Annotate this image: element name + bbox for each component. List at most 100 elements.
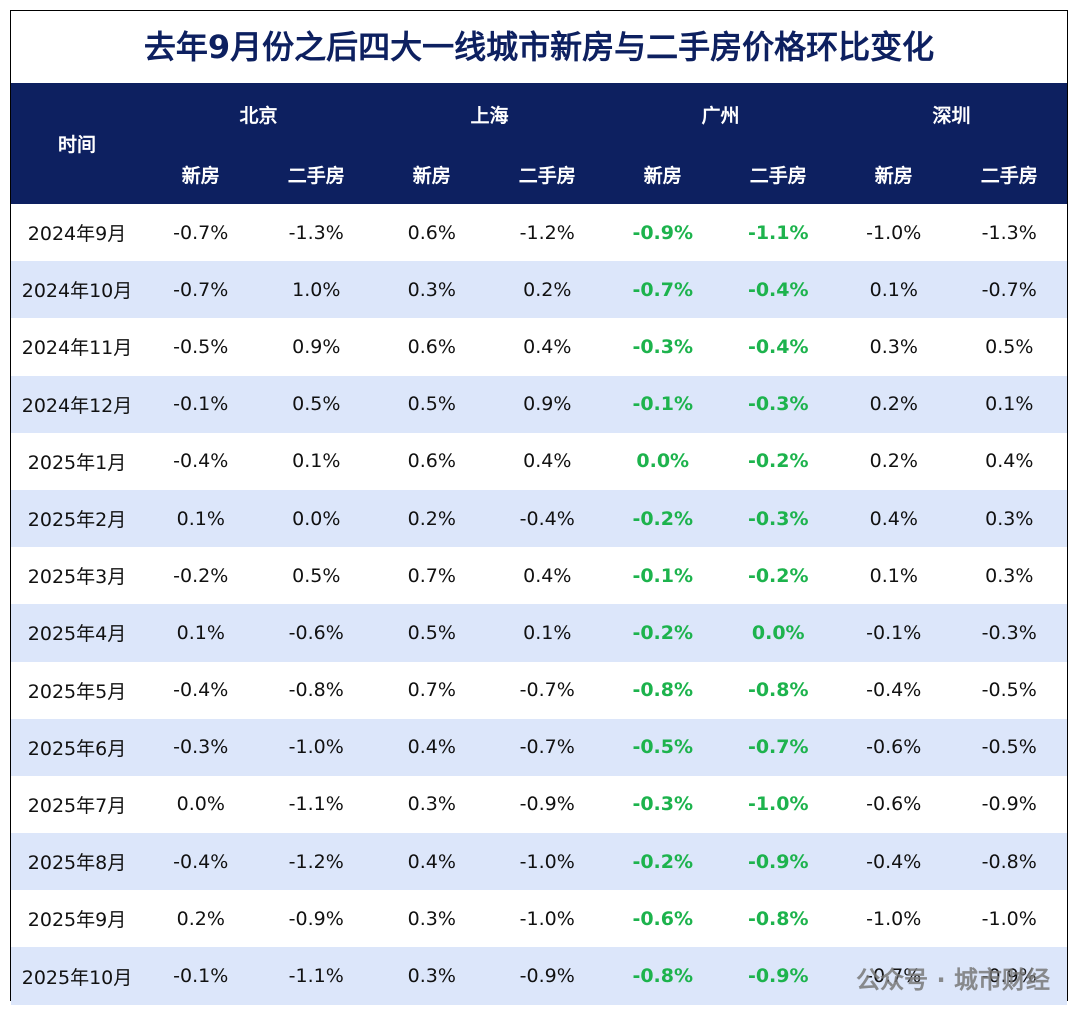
value-cell: 0.4% — [836, 489, 952, 548]
data-row: 2025年9月 0.2% -0.9% 0.3% -1.0% -0.6% -0.8% -1.0%… — [11, 890, 1067, 947]
value-cell: -1.2% — [258, 833, 374, 891]
value-cell: 0.7% — [407, 564, 456, 587]
city-header: 深圳 — [836, 83, 1067, 145]
sub-header: 新房 — [605, 145, 721, 204]
value-cell: 0.1% — [143, 489, 259, 548]
value-cell: -0.4% — [143, 833, 259, 891]
data-row: 2025年7月 0.0% -1.1% 0.3% -0.9% -0.3% -1.0% -0.6%… — [11, 776, 1067, 833]
value-cell: 0.4% — [374, 833, 490, 891]
value-cell: 0.3% — [985, 564, 1034, 587]
value-cell: -0.6% — [632, 907, 694, 930]
value-cell: -0.6% — [258, 604, 374, 662]
value-cell: 0.1% — [836, 261, 952, 319]
value-cell: 0.0% — [176, 793, 225, 816]
value-cell: 0.2% — [836, 375, 952, 433]
value-cell: -1.2% — [519, 221, 575, 244]
value-cell: -0.9% — [720, 833, 836, 891]
value-cell: 0.5% — [292, 564, 341, 587]
value-cell: -0.9% — [288, 907, 344, 930]
date-cell: 2024年10月 — [11, 261, 143, 319]
value-cell: 0.9% — [292, 335, 341, 358]
value-cell: -0.9% — [720, 947, 836, 1005]
value-cell: -0.5% — [951, 718, 1067, 776]
value-cell: -0.4% — [836, 833, 952, 891]
date-cell: 2024年11月 — [21, 337, 133, 360]
value-cell: 0.1% — [143, 604, 259, 662]
date-cell: 2025年3月 — [27, 566, 127, 589]
value-cell: -0.5% — [605, 718, 721, 776]
data-row: 2025年3月 -0.2% 0.5% 0.7% 0.4% -0.1% -0.2% 0.1% 0.… — [11, 547, 1067, 604]
value-cell: 0.1% — [489, 604, 605, 662]
value-cell: 0.0% — [636, 450, 690, 473]
value-cell: 0.4% — [374, 718, 490, 776]
value-cell: -0.5% — [981, 679, 1037, 702]
value-cell: 0.2% — [374, 489, 490, 548]
value-cell: 0.4% — [985, 450, 1034, 473]
header-row: 新房 二手房 新房 二手房 新房 二手房 新房 二手房 — [11, 145, 1067, 204]
value-cell: -0.4% — [173, 450, 229, 473]
value-cell: -0.3% — [951, 604, 1067, 662]
value-cell: -0.4% — [720, 261, 836, 319]
value-cell: -1.0% — [519, 907, 575, 930]
value-cell: -0.7% — [173, 221, 229, 244]
value-cell: -0.7% — [951, 261, 1067, 319]
value-cell: 0.2% — [869, 450, 918, 473]
data-row: 2025年4月 0.1% -0.6% 0.5% 0.1% -0.2% 0.0% -0.1% -0… — [11, 604, 1067, 662]
value-cell: -0.4% — [747, 335, 809, 358]
value-cell: -0.1% — [836, 604, 952, 662]
data-row: 2025年1月 -0.4% 0.1% 0.6% 0.4% 0.0% -0.2% 0.2% 0.4… — [11, 433, 1067, 490]
value-cell: -0.7% — [489, 718, 605, 776]
value-cell: -0.3% — [632, 335, 694, 358]
value-cell: 0.4% — [523, 450, 572, 473]
value-cell: -0.7% — [836, 947, 952, 1005]
value-cell: 0.5% — [374, 375, 490, 433]
city-header: 广州 — [605, 83, 836, 145]
value-cell: 0.9% — [489, 375, 605, 433]
value-cell: -0.6% — [866, 793, 922, 816]
data-row: 2024年11月 -0.5% 0.9% 0.6% 0.4% -0.3% -0.4% 0.3% 0… — [11, 318, 1067, 375]
value-cell: 0.1% — [292, 450, 341, 473]
price-table: 时间 北京 上海 广州 深圳 新房 二手房 新房 二手房 新房 二手房 新房 二手房 2024年9月 -0… — [11, 83, 1067, 1005]
value-cell: -1.3% — [981, 221, 1037, 244]
header-row: 时间 北京 上海 广州 深圳 — [11, 83, 1067, 204]
value-cell: 0.7% — [407, 679, 456, 702]
value-cell: -0.9% — [951, 947, 1067, 1005]
data-row: 2024年10月 -0.7% 1.0% 0.3% 0.2% -0.7% -0.4% 0.1% -… — [11, 261, 1067, 319]
value-cell: 0.2% — [176, 907, 225, 930]
value-cell: -0.4% — [173, 679, 229, 702]
value-cell: 0.4% — [523, 335, 572, 358]
value-cell: 0.3% — [407, 907, 456, 930]
value-cell: -0.3% — [720, 375, 836, 433]
value-cell: -0.1% — [632, 564, 694, 587]
title: 去年9月份之后四大一线城市新房与二手房价格环比变化 — [143, 28, 935, 66]
value-cell: -0.1% — [605, 375, 721, 433]
date-cell: 2025年1月 — [27, 451, 127, 474]
data-row: 2025年6月 -0.3% -1.0% 0.4% -0.7% -0.5% -0.7% -0.6… — [11, 718, 1067, 776]
value-cell: -0.7% — [519, 679, 575, 702]
value-cell: -0.8% — [747, 907, 809, 930]
value-cell: 0.6% — [407, 450, 456, 473]
value-cell: -1.0% — [866, 907, 922, 930]
value-cell: -0.8% — [632, 679, 694, 702]
value-cell: 0.5% — [985, 335, 1034, 358]
sub-header: 新房 — [836, 145, 952, 204]
date-cell: 2025年5月 — [27, 680, 127, 703]
sub-header: 二手房 — [489, 145, 605, 204]
value-cell: -0.3% — [632, 793, 694, 816]
sub-header: 二手房 — [258, 145, 374, 204]
date-cell: 2024年12月 — [11, 375, 143, 433]
value-cell: -0.4% — [866, 679, 922, 702]
value-cell: -1.0% — [747, 793, 809, 816]
value-cell: 0.0% — [258, 489, 374, 548]
date-cell: 2025年9月 — [27, 909, 127, 932]
value-cell: 0.1% — [869, 564, 918, 587]
city-header: 北京 — [143, 83, 374, 145]
date-cell: 2025年10月 — [11, 947, 143, 1005]
value-cell: -0.5% — [173, 335, 229, 358]
value-cell: -1.1% — [288, 793, 344, 816]
value-cell: -1.3% — [288, 221, 344, 244]
sub-header: 新房 — [143, 145, 259, 204]
value-cell: 0.3% — [374, 261, 490, 319]
value-cell: 0.0% — [720, 604, 836, 662]
